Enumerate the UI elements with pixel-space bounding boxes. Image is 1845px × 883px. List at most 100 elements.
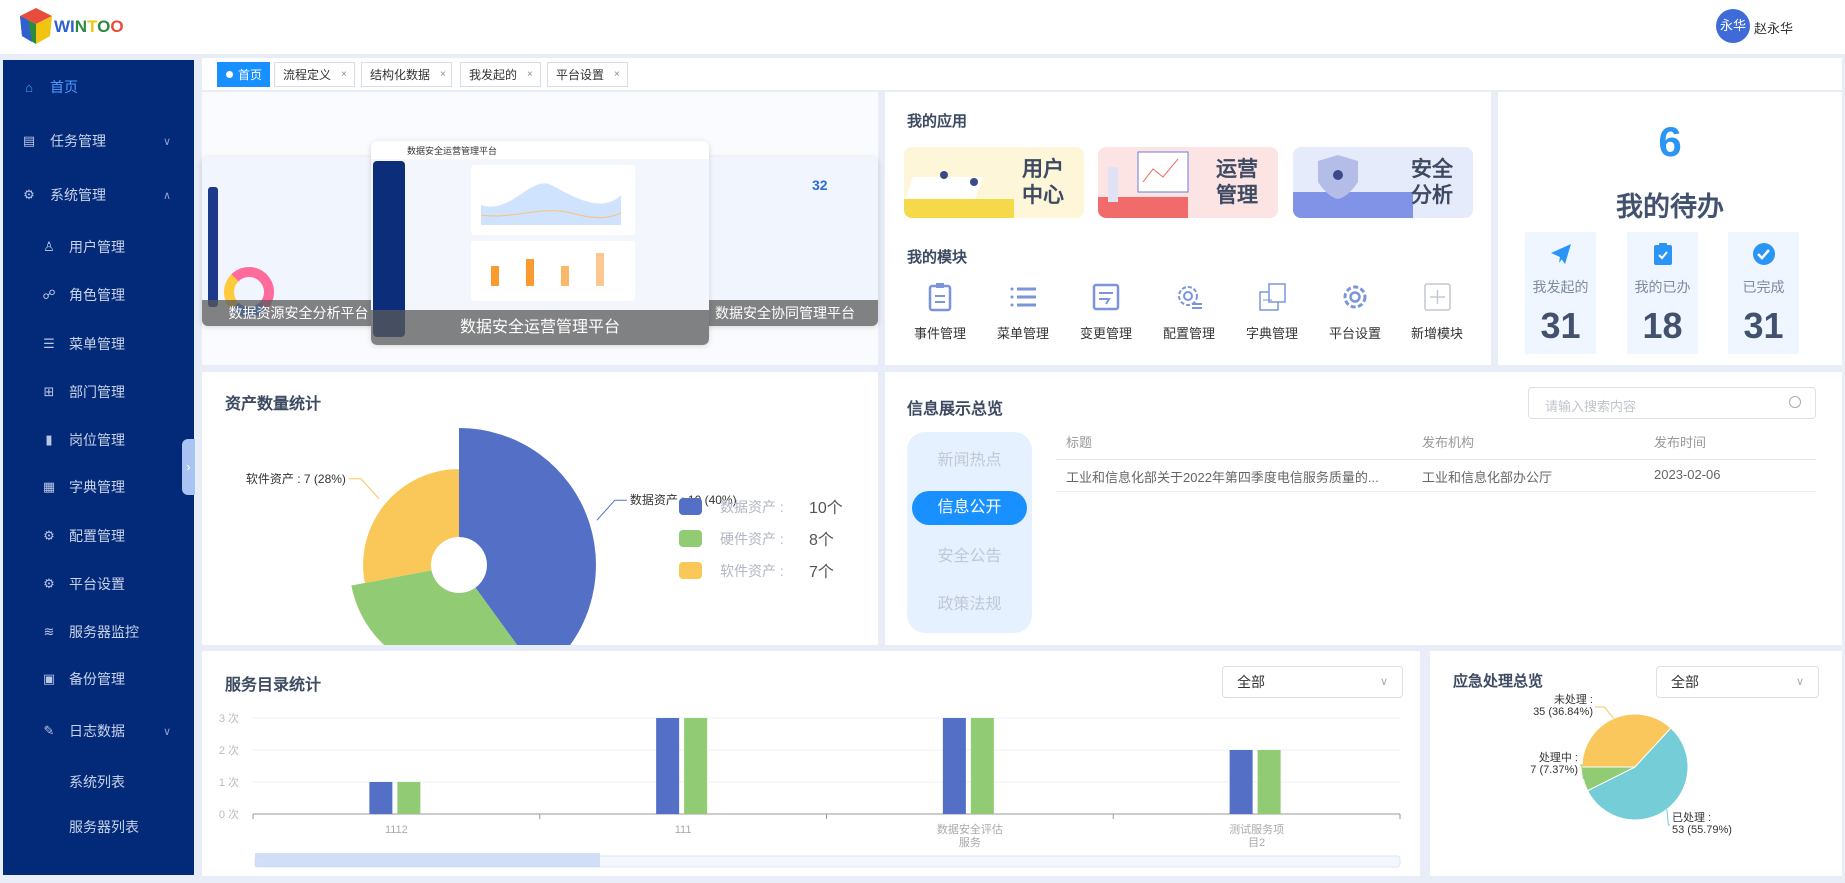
- todo-stat[interactable]: 我发起的 31: [1525, 232, 1596, 354]
- bar[interactable]: [656, 718, 680, 814]
- module-item[interactable]: 平台设置: [1315, 282, 1395, 342]
- tab-3[interactable]: 我发起的 ×: [460, 62, 541, 87]
- module-item[interactable]: 菜单管理: [983, 282, 1063, 342]
- carousel-caption: 数据安全运营管理平台: [371, 310, 709, 345]
- sidebar-item[interactable]: ≋ 服务器监控: [3, 617, 194, 647]
- table-cell[interactable]: 工业和信息化部关于2022年第四季度电信服务质量的...: [1066, 470, 1379, 485]
- table-row-divider: [1056, 491, 1816, 492]
- category-tab[interactable]: 安全公告: [937, 548, 1002, 565]
- sidebar-item[interactable]: ⌂ 首页: [3, 72, 194, 102]
- post-icon: ▮: [45, 432, 53, 447]
- category-tab[interactable]: 政策法规: [937, 596, 1002, 613]
- tab-0[interactable]: 首页: [217, 62, 270, 87]
- sidebar-item[interactable]: ⚙ 平台设置: [3, 569, 194, 599]
- legend-label: 硬件资产 :: [720, 531, 784, 547]
- tab-label: 我发起的: [469, 68, 518, 82]
- sidebar-item[interactable]: ✎ 日志数据 ∨: [3, 716, 194, 746]
- legend-swatch[interactable]: [679, 498, 702, 515]
- bar[interactable]: [397, 782, 421, 814]
- category-tab[interactable]: 信息公开: [912, 491, 1027, 525]
- sidebar-collapse-handle[interactable]: ›: [182, 439, 195, 495]
- legend-swatch[interactable]: [679, 562, 702, 579]
- x-tick-label: 数据安全评估: [937, 822, 1003, 836]
- legend-swatch[interactable]: [679, 530, 702, 547]
- tab-1[interactable]: 流程定义 ×: [274, 62, 355, 87]
- bar[interactable]: [1229, 750, 1253, 814]
- sidebar-item-label: 平台设置: [69, 576, 125, 592]
- sidebar-item[interactable]: ⊞ 部门管理: [3, 377, 194, 407]
- todo-stat[interactable]: 已完成 31: [1728, 232, 1799, 354]
- module-item[interactable]: 变更管理: [1066, 282, 1146, 342]
- slice-label: 软件资产 : 7 (28%): [246, 472, 346, 486]
- module-item[interactable]: 配置管理: [1149, 282, 1229, 342]
- datazoom-window[interactable]: [255, 853, 600, 867]
- sidebar-item[interactable]: ♙ 用户管理: [3, 232, 194, 262]
- tab-4[interactable]: 平台设置 ×: [547, 62, 628, 87]
- app-card[interactable]: 运营管理: [1098, 147, 1278, 218]
- sidebar-item-label: 菜单管理: [69, 336, 125, 352]
- carousel-caption: 数据资源安全分析平台: [202, 300, 395, 326]
- app-illustration-icon: [1293, 155, 1413, 218]
- carousel-card-left[interactable]: 数据资源安全分析平台: [202, 157, 395, 326]
- sidebar-item[interactable]: ⚙ 配置管理: [3, 521, 194, 551]
- app-card[interactable]: 安全分析: [1293, 147, 1473, 218]
- task-icon: ▤: [22, 133, 36, 148]
- rose-slice[interactable]: [459, 428, 596, 645]
- module-item[interactable]: 新增模块: [1397, 282, 1477, 342]
- module-item[interactable]: 事件管理: [900, 282, 980, 342]
- clipboard-check-icon: [1653, 243, 1672, 265]
- bar[interactable]: [369, 782, 393, 814]
- bar[interactable]: [942, 718, 966, 814]
- todo-stat[interactable]: 我的已办 18: [1627, 232, 1698, 354]
- config-icon: ⚙: [43, 528, 55, 543]
- avatar[interactable]: 永华: [1716, 9, 1750, 43]
- sidebar-item[interactable]: ▤ 任务管理 ∨: [3, 126, 194, 156]
- sidebar-item-label: 日志数据: [69, 723, 125, 739]
- slice-value: 35 (36.84%): [1533, 706, 1593, 718]
- close-icon[interactable]: ×: [440, 69, 446, 80]
- bar[interactable]: [1257, 750, 1281, 814]
- rose-slice[interactable]: [363, 469, 459, 583]
- platform-carousel[interactable]: 数据资源安全分析平台 32 数据安全协同管理平台 数据安全运营管理平台 数据安全…: [202, 92, 878, 365]
- search-icon[interactable]: [1789, 396, 1801, 408]
- emergency-filter-select[interactable]: 全部 ∨: [1656, 666, 1819, 698]
- category-tab[interactable]: 新闻热点: [937, 452, 1002, 469]
- sidebar-item[interactable]: ⚙ 系统管理 ∧: [3, 180, 194, 210]
- rose-slice[interactable]: [351, 570, 523, 645]
- module-label: 配置管理: [1162, 326, 1215, 341]
- bar[interactable]: [684, 718, 708, 814]
- app-card[interactable]: 用户中心: [904, 147, 1084, 218]
- module-item[interactable]: 字典管理: [1232, 282, 1312, 342]
- close-icon[interactable]: ×: [614, 69, 620, 80]
- todo-count[interactable]: 6: [1658, 118, 1682, 165]
- sidebar-item[interactable]: ☰ 菜单管理: [3, 329, 194, 359]
- user-name[interactable]: 赵永华: [1754, 21, 1794, 36]
- todo-stat-value: 18: [1642, 305, 1683, 346]
- close-icon[interactable]: ×: [527, 69, 533, 80]
- sidebar-item[interactable]: 系统列表: [3, 767, 194, 797]
- bar[interactable]: [970, 718, 994, 814]
- y-tick-label: 1 次: [219, 775, 239, 789]
- carousel-caption: 数据安全协同管理平台: [692, 300, 878, 326]
- sidebar-item[interactable]: ▮ 岗位管理: [3, 425, 194, 455]
- sidebar-item[interactable]: ▦ 字典管理: [3, 472, 194, 502]
- carousel-card-right[interactable]: 32 数据安全协同管理平台: [692, 157, 878, 326]
- apps-panel: [885, 92, 1491, 365]
- search-input[interactable]: 请输入搜索内容: [1528, 387, 1816, 419]
- sidebar-item[interactable]: ☍ 角色管理: [3, 280, 194, 310]
- sidebar-item[interactable]: 服务器列表: [3, 812, 194, 842]
- pie-slice[interactable]: [1586, 727, 1689, 821]
- app-label: 安全分析: [1411, 158, 1453, 207]
- category-list: [907, 432, 1032, 633]
- pie-slice[interactable]: [1581, 713, 1672, 768]
- column-header: 发布时间: [1654, 435, 1707, 450]
- carousel-card-center[interactable]: 数据安全运营管理平台 数据安全运营管理平台: [371, 141, 709, 345]
- sidebar-item-label: 任务管理: [50, 133, 106, 149]
- close-icon[interactable]: ×: [341, 69, 347, 80]
- module-label: 事件管理: [913, 326, 966, 341]
- service-filter-select[interactable]: 全部 ∨: [1222, 666, 1403, 698]
- tab-2[interactable]: 结构化数据 ×: [361, 62, 452, 87]
- todo-title: 我的待办: [1616, 192, 1724, 222]
- sidebar-item[interactable]: ▣ 备份管理: [3, 664, 194, 694]
- label-line: [1595, 706, 1615, 719]
